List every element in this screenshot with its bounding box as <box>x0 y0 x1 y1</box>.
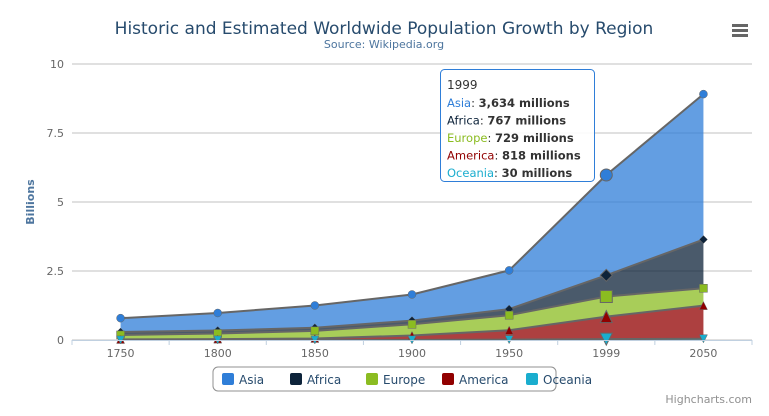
x-tick-label: 1900 <box>398 347 426 360</box>
x-tick-label: 1999 <box>592 347 620 360</box>
data-point-oceania[interactable] <box>504 335 514 345</box>
data-point-asia[interactable] <box>407 290 417 299</box>
data-point-america[interactable] <box>504 325 514 335</box>
legend-label: Europe <box>383 373 425 387</box>
data-point-europe[interactable] <box>310 326 320 336</box>
y-tick-label: 10 <box>50 58 64 71</box>
legend-label: Africa <box>307 373 341 387</box>
tooltip-row: Oceania: 30 millions <box>447 166 572 180</box>
legend-symbol-africa <box>290 373 302 385</box>
x-tick-label: 2050 <box>689 347 717 360</box>
legend-symbol-oceania <box>526 373 538 385</box>
area-america <box>120 305 704 340</box>
chart-title: Historic and Estimated Worldwide Populat… <box>115 19 654 39</box>
credits-link[interactable]: Highcharts.com <box>665 393 752 406</box>
data-point-oceania[interactable] <box>116 335 125 345</box>
area-africa <box>120 239 704 335</box>
data-point-asia[interactable] <box>599 168 613 182</box>
data-point-asia[interactable] <box>699 89 708 99</box>
y-tick-label: 5 <box>57 196 64 209</box>
data-point-oceania[interactable] <box>407 335 417 345</box>
tooltip-row: America: 818 millions <box>447 149 581 163</box>
tooltip-row: Asia: 3,634 millions <box>447 96 570 110</box>
data-point-asia[interactable] <box>504 266 514 275</box>
legend-item-oceania[interactable]: Oceania <box>526 373 592 387</box>
y-tick-label: 2.5 <box>47 265 65 278</box>
tooltip-box <box>440 69 595 182</box>
legend-label: Oceania <box>543 373 592 387</box>
chart-subtitle: Source: Wikipedia.org <box>324 38 444 51</box>
legend-label: Asia <box>239 373 264 387</box>
area-asia <box>120 94 704 333</box>
data-point-europe[interactable] <box>504 310 514 320</box>
data-point-europe[interactable] <box>407 320 417 329</box>
data-point-asia[interactable] <box>310 301 320 310</box>
data-point-oceania[interactable] <box>599 332 614 347</box>
legend-item-america[interactable]: America <box>442 373 509 387</box>
legend-label: America <box>459 373 509 387</box>
data-point-africa[interactable] <box>599 268 613 283</box>
legend-symbol-europe <box>366 373 378 385</box>
tooltip-row: Africa: 767 millions <box>447 114 566 128</box>
x-tick-label: 1750 <box>107 347 135 360</box>
legend: Asia Africa Europe America Oceania <box>212 366 592 392</box>
data-point-america[interactable] <box>599 309 614 324</box>
legend-item-europe[interactable]: Europe <box>366 373 425 387</box>
tooltip: 1999 Asia: 3,634 millions Africa: 767 mill… <box>440 69 595 182</box>
data-point-asia[interactable] <box>213 308 222 318</box>
hamburger-menu-icon[interactable] <box>728 18 752 40</box>
y-tick-label: 7.5 <box>47 127 65 140</box>
legend-item-africa[interactable]: Africa <box>290 373 341 387</box>
x-tick-label: 1800 <box>204 347 232 360</box>
tooltip-header: 1999 <box>447 78 478 92</box>
data-point-africa[interactable] <box>699 235 708 244</box>
data-point-oceania[interactable] <box>213 335 223 345</box>
tooltip-row: Europe: 729 millions <box>447 131 574 145</box>
y-axis-title: Billions <box>24 179 37 225</box>
y-tick-label: 0 <box>57 334 64 347</box>
data-point-oceania[interactable] <box>699 334 708 344</box>
x-tick-label: 1850 <box>301 347 329 360</box>
legend-item-asia[interactable]: Asia <box>222 373 264 387</box>
data-point-asia[interactable] <box>116 313 125 323</box>
x-tick-label: 1950 <box>495 347 523 360</box>
data-point-europe[interactable] <box>699 284 708 293</box>
legend-symbol-america <box>442 373 454 385</box>
legend-symbol-asia <box>222 373 234 385</box>
data-point-oceania[interactable] <box>310 335 320 345</box>
data-point-america[interactable] <box>699 301 708 310</box>
data-point-europe[interactable] <box>599 289 613 303</box>
